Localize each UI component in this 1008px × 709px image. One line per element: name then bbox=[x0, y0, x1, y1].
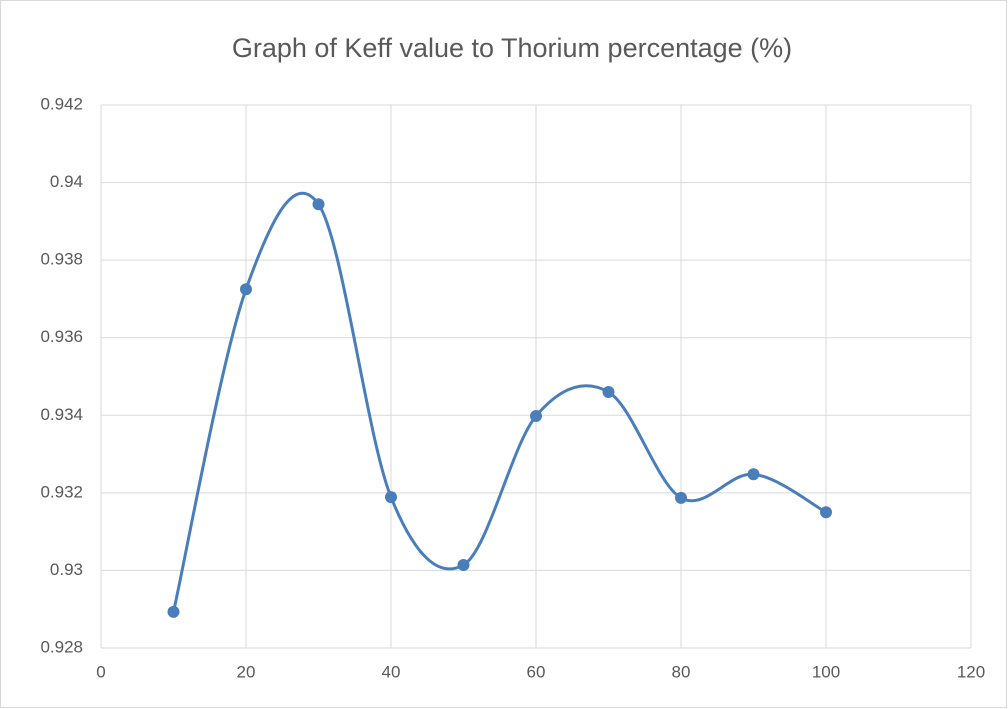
point bbox=[167, 605, 180, 618]
y-tick-label: 0.94 bbox=[50, 172, 83, 191]
y-tick-label: 0.93 bbox=[50, 560, 83, 579]
y-tick-label: 0.938 bbox=[40, 250, 83, 269]
point bbox=[602, 386, 615, 399]
x-tick-label: 120 bbox=[957, 662, 985, 681]
x-tick-label: 60 bbox=[527, 662, 546, 681]
y-tick-label: 0.934 bbox=[40, 405, 83, 424]
point bbox=[385, 491, 397, 504]
x-tick-label: 20 bbox=[237, 662, 256, 681]
point bbox=[457, 558, 470, 571]
y-tick-label: 0.936 bbox=[40, 327, 83, 346]
y-tick-label: 0.928 bbox=[40, 637, 83, 656]
point bbox=[675, 491, 687, 504]
point bbox=[312, 198, 325, 211]
point bbox=[747, 468, 760, 481]
x-tick-label: 0 bbox=[96, 662, 105, 681]
chart-title: Graph of Keff value to Thorium percentag… bbox=[232, 33, 792, 63]
point bbox=[820, 506, 832, 519]
point bbox=[240, 283, 252, 296]
y-tick-label: 0.942 bbox=[40, 94, 83, 113]
x-tick-label: 40 bbox=[382, 662, 401, 681]
x-tick-label: 100 bbox=[812, 662, 840, 681]
y-tick-label: 0.932 bbox=[40, 482, 83, 501]
x-tick-label: 80 bbox=[672, 662, 691, 681]
point bbox=[530, 410, 542, 423]
